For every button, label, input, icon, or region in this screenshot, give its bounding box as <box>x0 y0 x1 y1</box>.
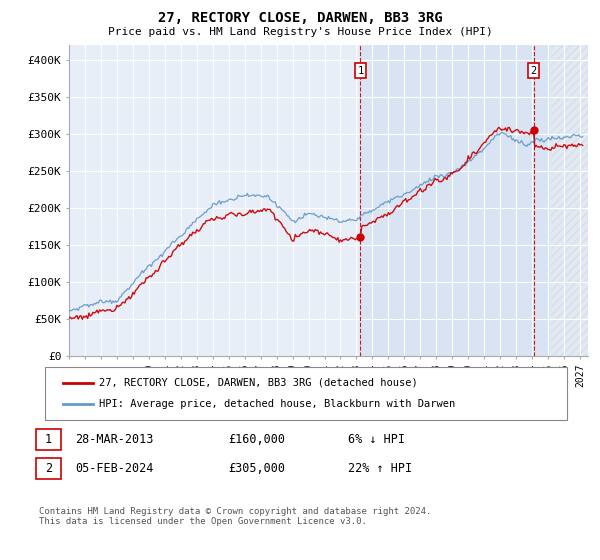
Bar <box>551 45 588 356</box>
Text: Contains HM Land Registry data © Crown copyright and database right 2024.
This d: Contains HM Land Registry data © Crown c… <box>39 507 431 526</box>
Bar <box>361 45 551 356</box>
Text: £160,000: £160,000 <box>228 433 285 446</box>
Text: 27, RECTORY CLOSE, DARWEN, BB3 3RG (detached house): 27, RECTORY CLOSE, DARWEN, BB3 3RG (deta… <box>99 378 418 388</box>
Text: 05-FEB-2024: 05-FEB-2024 <box>75 462 154 475</box>
Text: 22% ↑ HPI: 22% ↑ HPI <box>348 462 412 475</box>
Text: 2: 2 <box>45 462 52 475</box>
Text: 6% ↓ HPI: 6% ↓ HPI <box>348 433 405 446</box>
Text: HPI: Average price, detached house, Blackburn with Darwen: HPI: Average price, detached house, Blac… <box>99 399 455 409</box>
Text: 27, RECTORY CLOSE, DARWEN, BB3 3RG: 27, RECTORY CLOSE, DARWEN, BB3 3RG <box>158 11 442 25</box>
Text: 1: 1 <box>358 66 364 76</box>
Text: 2: 2 <box>530 66 537 76</box>
Text: 1: 1 <box>45 433 52 446</box>
Text: 28-MAR-2013: 28-MAR-2013 <box>75 433 154 446</box>
Text: Price paid vs. HM Land Registry's House Price Index (HPI): Price paid vs. HM Land Registry's House … <box>107 27 493 37</box>
Text: £305,000: £305,000 <box>228 462 285 475</box>
Bar <box>551 45 588 356</box>
